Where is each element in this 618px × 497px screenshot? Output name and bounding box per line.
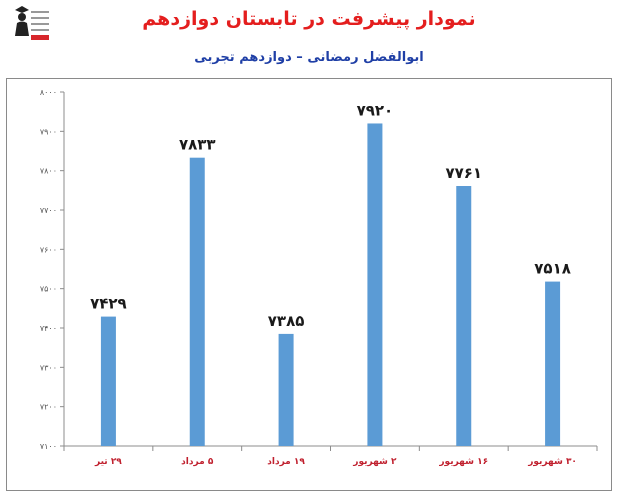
- y-tick-label: ۷۵۰۰: [40, 285, 57, 294]
- data-label: ۷۴۲۹: [90, 295, 127, 313]
- page-subtitle: ابوالفضل رمضانی – دوازدهم تجربی: [194, 50, 424, 65]
- y-tick-label: ۷۹۰۰: [40, 127, 57, 136]
- y-tick-label: ۷۶۰۰: [40, 245, 57, 254]
- data-label: ۷۳۸۵: [268, 312, 305, 330]
- logo: [6, 2, 52, 42]
- data-label: ۷۹۲۰: [357, 101, 394, 119]
- data-label: ۷۸۳۳: [179, 136, 216, 154]
- data-label: ۷۷۶۱: [445, 164, 482, 182]
- bar: [367, 123, 383, 446]
- x-tick-label: ۱۶ شهریور: [438, 457, 488, 467]
- x-tick-label: ۵ مرداد: [181, 457, 214, 467]
- bar: [456, 186, 472, 447]
- bar: [278, 333, 294, 446]
- x-tick-label: ۱۹ مرداد: [267, 457, 305, 467]
- bar: [100, 316, 116, 446]
- x-tick-label: ۳۰ شهریور: [527, 457, 577, 467]
- y-tick-label: ۸۰۰۰: [40, 88, 57, 97]
- y-tick-label: ۷۱۰۰: [40, 442, 57, 451]
- page-title: نمودار پیشرفت در تابستان دوازدهم: [142, 8, 476, 30]
- y-tick-label: ۷۳۰۰: [40, 363, 57, 372]
- graduate-logo-icon: [6, 2, 52, 42]
- y-tick-label: ۷۸۰۰: [40, 167, 57, 176]
- y-tick-label: ۷۷۰۰: [40, 206, 57, 215]
- y-tick-label: ۷۲۰۰: [40, 403, 57, 412]
- bar: [189, 157, 205, 446]
- data-label: ۷۵۱۸: [534, 260, 571, 278]
- x-tick-label: ۲ شهریور: [352, 457, 397, 467]
- y-tick-label: ۷۴۰۰: [40, 324, 57, 333]
- bar: [545, 281, 561, 446]
- x-tick-label: ۲۹ تیر: [94, 457, 122, 467]
- bar-chart: ۷۱۰۰ ۷۲۰۰ ۷۳۰۰ ۷۴۰۰ ۷۵۰۰ ۷۶۰۰ ۷۷۰۰ ۷۸۰۰ ۷۹۰۰ ۸۰۰۰…: [40, 88, 598, 467]
- chart-frame: ۷۱۰۰ ۷۲۰۰ ۷۳۰۰ ۷۴۰۰ ۷۵۰۰ ۷۶۰۰ ۷۷۰۰ ۷۸۰۰ ۷۹۰۰ ۸۰۰۰…: [6, 78, 612, 491]
